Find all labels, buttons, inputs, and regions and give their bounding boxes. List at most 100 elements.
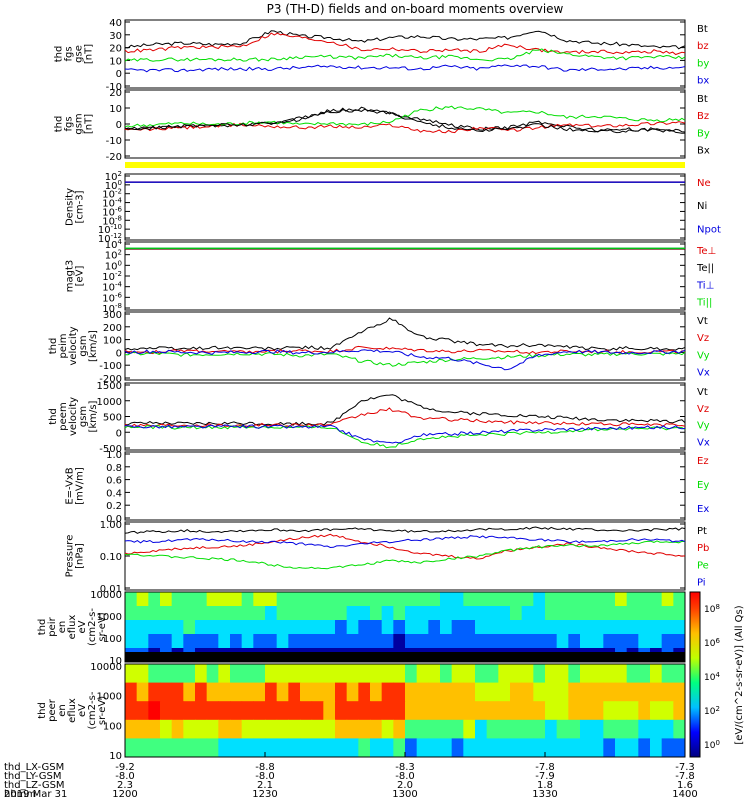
panel-frame bbox=[124, 89, 686, 159]
heatmap-cell bbox=[206, 634, 219, 649]
heatmap-cell bbox=[253, 682, 266, 702]
heatmap-cell bbox=[288, 738, 301, 758]
heatmap-cell bbox=[661, 701, 674, 721]
ytick-label: 10-6 bbox=[102, 291, 122, 304]
heatmap-cell bbox=[358, 606, 371, 621]
heatmap-cell bbox=[615, 606, 628, 621]
heatmap-cell bbox=[171, 719, 184, 739]
heatmap-cell bbox=[638, 634, 651, 649]
legend-Vy: Vy bbox=[697, 421, 710, 432]
panel-frame bbox=[124, 451, 686, 521]
ylabel-peer_eflux: eV bbox=[77, 704, 88, 717]
heatmap-cell bbox=[288, 701, 301, 721]
heatmap-cell bbox=[545, 592, 558, 607]
heatmap-cell bbox=[416, 634, 429, 649]
heatmap-cell bbox=[545, 664, 558, 684]
heatmap-cell bbox=[171, 606, 184, 621]
heatmap-cell bbox=[136, 738, 149, 758]
ylabel-fgs_gsm: [nT] bbox=[84, 114, 95, 134]
heatmap-cell bbox=[650, 738, 663, 758]
heatmap-cell bbox=[463, 701, 476, 721]
heatmap-cell bbox=[370, 701, 383, 721]
heatmap-cell bbox=[463, 606, 476, 621]
heatmap-cell bbox=[486, 606, 499, 621]
heatmap-fill-band bbox=[125, 652, 685, 662]
heatmap-cell bbox=[276, 682, 289, 702]
heatmap-cell bbox=[463, 738, 476, 758]
heatmap-cell bbox=[463, 682, 476, 702]
heatmap-cell bbox=[650, 606, 663, 621]
heatmap-cell bbox=[498, 738, 511, 758]
heatmap-cell bbox=[393, 620, 406, 635]
heatmap-cell bbox=[498, 719, 511, 739]
heatmap-cell bbox=[370, 592, 383, 607]
heatmap-cell bbox=[556, 592, 569, 607]
heatmap-cell bbox=[300, 719, 313, 739]
xaxis-row-label: thd_LX-GSM bbox=[4, 762, 64, 773]
heatmap-cell bbox=[195, 620, 208, 635]
heatmap-cell bbox=[416, 664, 429, 684]
ytick-label: 40 bbox=[109, 18, 122, 29]
ytick-label: 0 bbox=[116, 69, 122, 80]
heatmap-cell bbox=[591, 738, 604, 758]
heatmap-cell bbox=[568, 620, 581, 635]
heatmap-cell bbox=[638, 592, 651, 607]
heatmap-cell bbox=[498, 682, 511, 702]
heatmap-cell bbox=[241, 701, 254, 721]
ytick-label: 10 bbox=[109, 104, 122, 115]
heatmap-cell bbox=[405, 701, 418, 721]
heatmap-cell bbox=[195, 634, 208, 649]
heatmap-cell bbox=[451, 592, 464, 607]
xaxis-row-value: 1200 bbox=[112, 789, 137, 800]
ylabel-fgs_gsm: gsm bbox=[74, 113, 85, 134]
panel-moms_temp: magt3 [eV] Te⊥ Te|| Ti⊥ Ti|| bbox=[65, 241, 716, 311]
heatmap-cell bbox=[241, 620, 254, 635]
heatmap-cell bbox=[276, 719, 289, 739]
heatmap-cell bbox=[521, 634, 534, 649]
heatmap-cell bbox=[615, 634, 628, 649]
heatmap-cell bbox=[603, 738, 616, 758]
panel-pressure: Pressure [nPa] Pt Pb Pe Pi bbox=[65, 521, 709, 591]
panel-density: Density [cm-3] Ne Ni Npot bbox=[65, 173, 721, 241]
heatmap-cell bbox=[125, 719, 138, 739]
heatmap-cell bbox=[253, 738, 266, 758]
heatmap-cell bbox=[171, 664, 184, 684]
heatmap-cell bbox=[626, 592, 639, 607]
heatmap-cell bbox=[230, 701, 243, 721]
heatmap-cell bbox=[650, 701, 663, 721]
heatmap-cell bbox=[556, 664, 569, 684]
heatmap-cell bbox=[463, 719, 476, 739]
heatmap-cell bbox=[591, 701, 604, 721]
heatmap-cell bbox=[218, 682, 231, 702]
heatmap-cell bbox=[288, 606, 301, 621]
legend-Vx: Vx bbox=[697, 438, 710, 449]
heatmap-cell bbox=[486, 634, 499, 649]
heatmap-cell bbox=[265, 606, 278, 621]
heatmap-cell bbox=[160, 634, 173, 649]
heatmap-cell bbox=[556, 606, 569, 621]
heatmap-cell bbox=[510, 634, 523, 649]
colorbar-scale bbox=[689, 591, 701, 758]
heatmap-cell bbox=[498, 620, 511, 635]
legend-Pt: Pt bbox=[697, 526, 707, 537]
heatmap-cell bbox=[300, 701, 313, 721]
heatmap-cell bbox=[486, 682, 499, 702]
heatmap-cell bbox=[288, 592, 301, 607]
heatmap-cell bbox=[510, 620, 523, 635]
heatmap-cell bbox=[323, 738, 336, 758]
heatmap-cell bbox=[451, 606, 464, 621]
heatmap-cell bbox=[148, 620, 161, 635]
xaxis-row-value: -7.8 bbox=[675, 771, 695, 782]
series-line-Pt bbox=[124, 526, 686, 534]
series-line-Pe bbox=[124, 540, 686, 570]
ytick-label: -200 bbox=[99, 374, 122, 385]
legend-Bz: Bz bbox=[697, 111, 709, 122]
heatmap-cell bbox=[276, 701, 289, 721]
xaxis-row-value: 1.6 bbox=[677, 780, 693, 791]
heatmap-cell bbox=[486, 719, 499, 739]
legend-bz: bz bbox=[697, 41, 709, 52]
heatmap-cell bbox=[300, 634, 313, 649]
heatmap-cell bbox=[615, 719, 628, 739]
xaxis-row-value: -8.0 bbox=[115, 771, 135, 782]
